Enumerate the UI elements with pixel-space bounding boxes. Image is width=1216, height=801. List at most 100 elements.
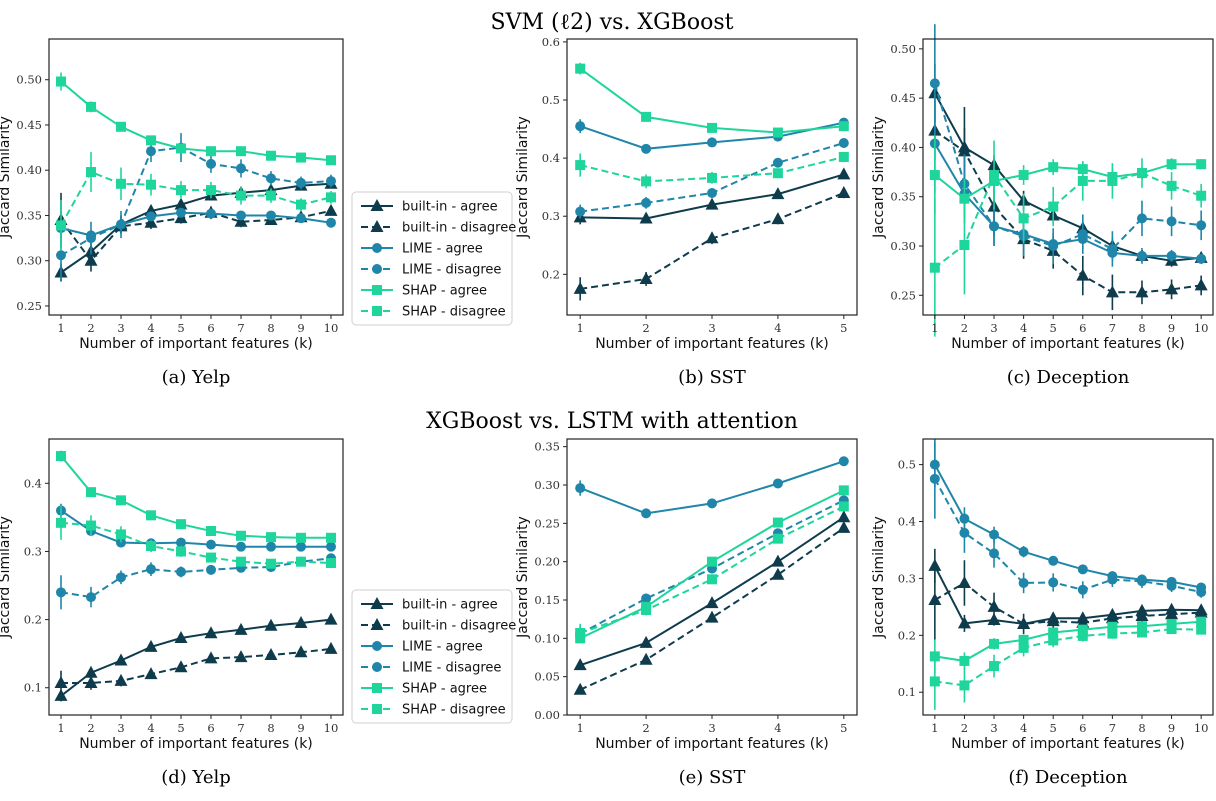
y-tick-label: 0.2: [898, 628, 916, 642]
series-line: [60, 509, 331, 548]
data-point: [146, 540, 156, 551]
data-point: [294, 616, 308, 628]
data-point: [1196, 624, 1207, 635]
series-line: [60, 211, 332, 237]
y-tick-label: 0.5: [542, 93, 560, 107]
data-point: [838, 485, 849, 496]
legend-label: SHAP - agree: [402, 284, 487, 299]
data-point: [84, 675, 98, 688]
legend-marker: [372, 683, 382, 693]
legend-box: [351, 589, 513, 724]
data-point: [204, 651, 218, 664]
data-point: [929, 676, 940, 687]
x-tick-label: 3: [708, 321, 715, 335]
y-tick-label: 0.1: [898, 685, 916, 699]
x-tick-label: 2: [642, 721, 649, 735]
y-tick-label: 0.1: [24, 681, 42, 695]
data-point: [236, 530, 246, 541]
data-point: [837, 510, 851, 523]
data-point: [146, 510, 156, 521]
series-built-in-disagree: [928, 101, 1208, 311]
data-point: [1136, 627, 1147, 638]
x-tick-label: 8: [267, 321, 274, 335]
series-LIME-disagree: [56, 133, 336, 281]
chart-panel-4: 0.1 0.2 0.3 0.4 1 2 3 4 5 6 7 8 9 10 Number of importa…: [0, 438, 344, 788]
chart-panel-2: 0.2 0.3 0.4 0.5 0.6 1 2 3 4 5 Number of important …: [515, 35, 858, 388]
data-point: [989, 548, 1000, 559]
x-tick-label: 5: [1050, 721, 1057, 735]
data-point: [1018, 577, 1029, 588]
x-tick-label: 9: [1168, 321, 1175, 335]
x-tick-label: 5: [177, 321, 184, 335]
series-LIME-agree: [575, 456, 849, 519]
data-point: [324, 612, 338, 625]
data-point: [56, 587, 66, 598]
data-point: [264, 618, 278, 631]
data-point: [56, 76, 66, 87]
data-point: [1166, 216, 1177, 227]
x-tick-label: 8: [267, 721, 274, 735]
data-point: [1166, 180, 1177, 191]
x-tick-label: 5: [840, 321, 847, 335]
series-LIME-agree: [56, 207, 336, 241]
x-tick-label: 2: [87, 721, 94, 735]
series-group: [54, 450, 338, 702]
series-built-in-disagree: [573, 520, 851, 695]
data-point: [771, 554, 785, 567]
data-point: [575, 121, 586, 132]
data-point: [1077, 229, 1088, 240]
x-tick-label: 7: [1109, 721, 1116, 735]
y-tick-label: 0.2: [24, 613, 42, 627]
data-point: [86, 592, 96, 603]
data-point: [236, 541, 246, 552]
y-tick-label: 0.25: [890, 288, 916, 302]
data-point: [296, 541, 306, 552]
plot-frame: [48, 38, 344, 316]
series-line: [933, 565, 1202, 625]
series-line: [60, 80, 332, 162]
data-point: [176, 519, 186, 530]
data-point: [266, 210, 276, 221]
data-point: [1107, 175, 1118, 186]
data-point: [1107, 574, 1118, 585]
y-tick-label: 0.3: [898, 571, 916, 585]
data-point: [1136, 250, 1147, 261]
x-tick-label: 8: [1138, 721, 1145, 735]
data-point: [1018, 170, 1029, 181]
legend-box: [351, 191, 513, 326]
y-tick-label: 0.45: [890, 91, 916, 105]
y-tick-label: 0.2: [542, 267, 560, 281]
data-point: [236, 146, 246, 157]
data-point: [266, 150, 276, 161]
data-point: [838, 121, 849, 132]
x-tick-label: 5: [177, 721, 184, 735]
data-point: [1105, 285, 1119, 298]
series-line: [933, 464, 1202, 589]
series-built-in-agree: [928, 548, 1208, 632]
data-point: [838, 501, 849, 512]
data-point: [928, 593, 942, 606]
data-point: [772, 533, 783, 544]
data-point: [144, 667, 158, 680]
data-point: [116, 178, 126, 189]
data-point: [206, 564, 216, 575]
x-tick-label: 4: [147, 721, 154, 735]
series-SHAP-disagree: [929, 140, 1207, 337]
legend-marker: [370, 597, 384, 609]
data-point: [174, 630, 188, 643]
data-point: [959, 655, 970, 666]
data-point: [206, 158, 216, 169]
data-point: [176, 566, 186, 577]
data-point: [326, 155, 336, 166]
legend-marker: [372, 704, 382, 714]
legend-2: built-in - agree built-in - disagree LIME …: [351, 589, 516, 724]
data-point: [989, 529, 1000, 540]
data-point: [1107, 628, 1118, 639]
legend-marker: [372, 306, 382, 316]
x-tick-label: 4: [1020, 321, 1027, 335]
data-point: [296, 177, 306, 188]
data-point: [1166, 618, 1177, 629]
data-point: [236, 163, 246, 174]
data-point: [987, 599, 1001, 612]
data-point: [266, 532, 276, 543]
